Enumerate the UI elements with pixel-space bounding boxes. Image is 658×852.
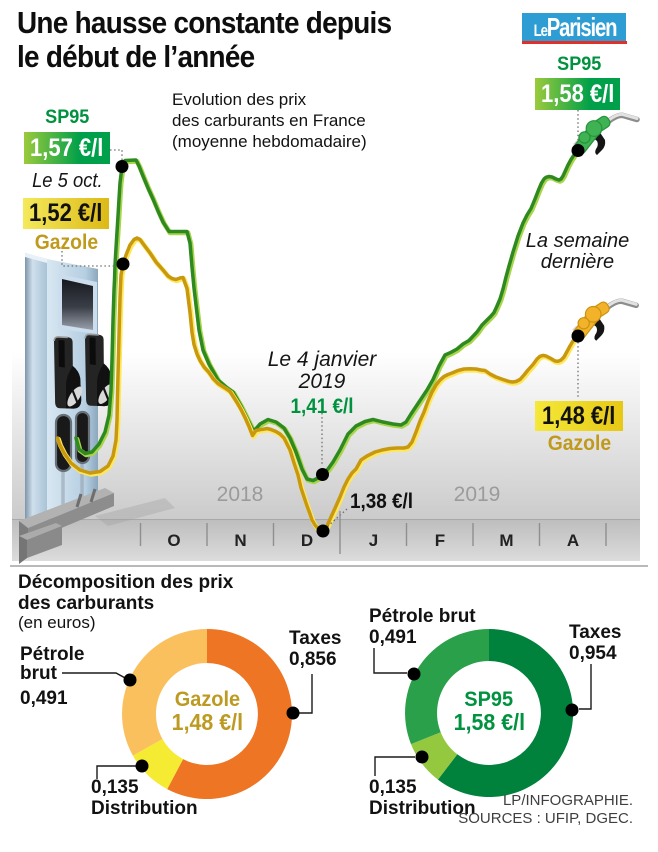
svg-text:2019: 2019	[454, 483, 501, 506]
svg-text:A: A	[567, 531, 579, 550]
svg-text:M: M	[499, 531, 513, 550]
svg-text:N: N	[234, 531, 246, 550]
svg-text:J: J	[369, 531, 378, 550]
svg-text:O: O	[167, 531, 180, 550]
svg-text:D: D	[301, 531, 313, 550]
svg-text:F: F	[435, 531, 445, 550]
svg-text:2018: 2018	[217, 483, 264, 506]
